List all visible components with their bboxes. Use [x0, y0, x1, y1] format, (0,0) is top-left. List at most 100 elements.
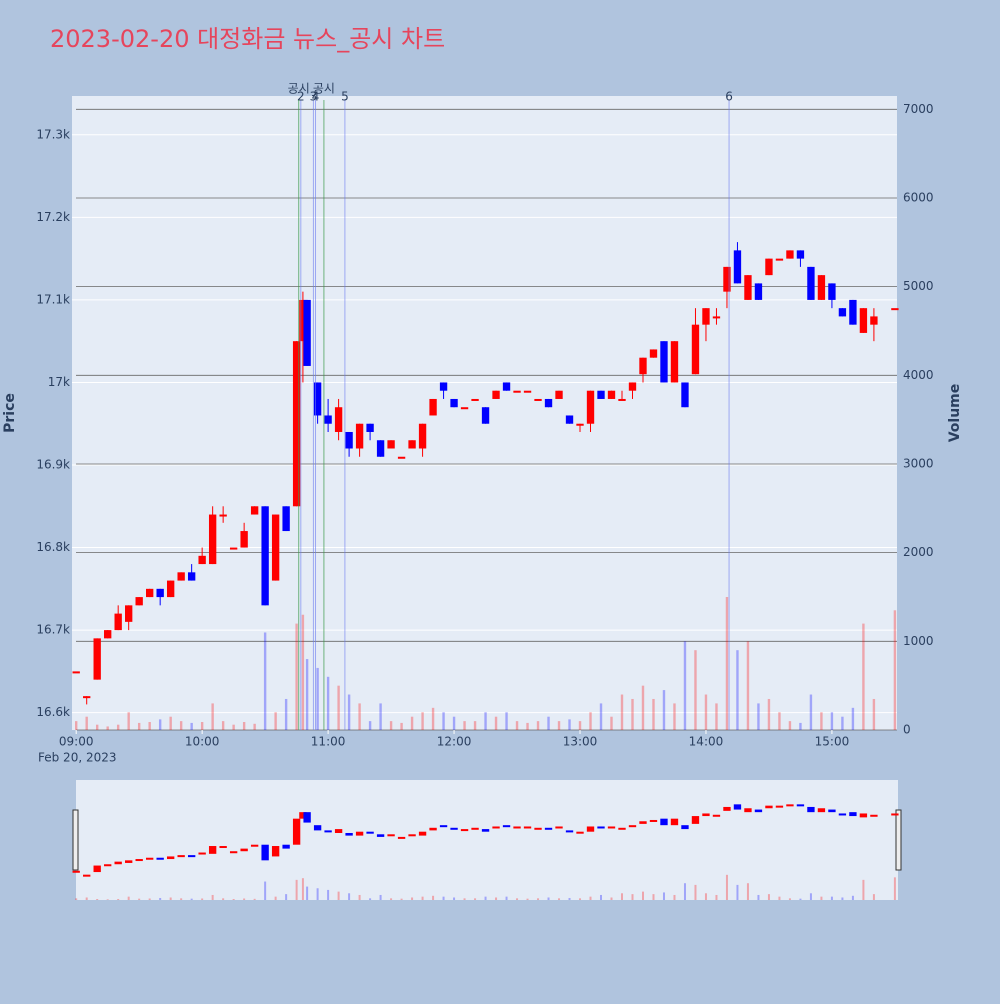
candle-body — [125, 605, 133, 622]
candle-body — [691, 324, 700, 375]
candle-body — [492, 390, 500, 399]
volume-bar — [326, 676, 330, 730]
mini-candle — [859, 813, 868, 818]
volume-bar — [295, 623, 298, 730]
candle-body — [807, 266, 815, 300]
candle-body — [723, 266, 731, 292]
y2-tick-label: 4000 — [903, 368, 934, 382]
mini-candle — [691, 816, 700, 824]
y-tick-label: 17k — [48, 375, 70, 389]
mini-candle — [240, 848, 248, 852]
mini-volume-bar — [106, 899, 109, 900]
candle-body — [838, 308, 847, 317]
volume-bar — [484, 712, 487, 730]
mini-candle — [565, 830, 574, 833]
volume-bar — [106, 726, 109, 730]
mini-candle — [177, 855, 185, 858]
mini-volume-bar — [295, 879, 298, 900]
volume-bar — [683, 641, 687, 730]
range-handle[interactable] — [72, 809, 79, 871]
mini-volume-bar — [600, 894, 603, 900]
y2-tick-label: 6000 — [903, 190, 934, 204]
y-tick-label: 16.8k — [36, 540, 70, 554]
candle-body — [607, 390, 616, 399]
volume-bar — [253, 723, 256, 730]
mini-candle — [72, 870, 80, 873]
mini-volume-bar — [526, 898, 529, 900]
mini-candle — [670, 818, 679, 826]
volume-bar — [148, 722, 151, 730]
mini-volume-bar — [872, 894, 875, 900]
mini-candle — [324, 830, 332, 833]
volume-bar — [620, 694, 624, 730]
mini-candle — [492, 826, 500, 829]
volume-bar — [494, 716, 498, 730]
mini-candle — [891, 813, 899, 816]
x-tick-label: 09:00 — [59, 735, 94, 749]
volume-bar — [337, 685, 340, 730]
volume-bar — [242, 722, 246, 730]
volume-bar — [305, 659, 309, 730]
y2-tick-label: 1000 — [903, 634, 934, 648]
candle-body — [639, 357, 647, 375]
mini-candle — [166, 856, 175, 860]
candle-body — [681, 382, 689, 408]
mini-candle — [618, 827, 626, 830]
mini-volume-bar — [579, 898, 582, 900]
disclosure-label: 공시 — [288, 82, 310, 96]
mini-candle — [660, 818, 668, 826]
mini-volume-bar — [495, 897, 498, 900]
mini-volume-bar — [683, 883, 686, 900]
mini-candle — [712, 814, 721, 817]
candle-body — [397, 456, 406, 459]
mini-candle — [282, 844, 290, 849]
volume-bar — [799, 722, 802, 730]
candle-body — [93, 638, 101, 680]
mini-volume-bar — [862, 879, 865, 900]
mini-candle — [292, 818, 301, 845]
candle-body — [345, 431, 353, 449]
volume-bar — [830, 712, 834, 730]
y2-tick-label: 3000 — [903, 456, 934, 470]
volume-bar — [715, 703, 718, 730]
volume-bar — [137, 722, 141, 730]
mini-candle — [576, 831, 584, 834]
mini-candle — [261, 844, 269, 861]
mini-volume-bar — [673, 894, 676, 900]
range-handle[interactable] — [895, 809, 902, 871]
mini-candle — [870, 814, 878, 817]
y-tick-label: 16.7k — [36, 623, 70, 637]
candle-body — [408, 440, 416, 449]
volume-bar — [221, 721, 225, 730]
mini-volume-bar — [746, 883, 749, 900]
mini-volume-bar — [809, 893, 812, 900]
mini-candle — [681, 825, 689, 830]
mini-volume-bar — [725, 874, 728, 900]
y-tick-label: 17.2k — [36, 210, 70, 224]
mini-candle — [376, 834, 385, 837]
mini-volume-bar — [358, 894, 361, 900]
candle-body — [712, 316, 721, 319]
volume-bar — [95, 724, 99, 730]
volume-bar — [358, 703, 361, 730]
volume-bar — [347, 694, 351, 730]
mini-candle — [460, 829, 469, 832]
mini-volume-bar — [348, 893, 351, 900]
candle-body — [250, 506, 259, 515]
mini-candle — [387, 834, 395, 837]
volume-bar — [316, 667, 319, 730]
volume-bar — [158, 719, 162, 730]
candle-body — [555, 390, 563, 399]
mini-volume-bar — [893, 877, 896, 900]
candle-body — [156, 588, 164, 598]
mini-candle — [145, 857, 154, 860]
mini-volume-bar — [631, 894, 634, 900]
mini-volume-bar — [558, 898, 561, 900]
mini-volume-bar — [694, 884, 697, 900]
news-label: 4 — [312, 90, 320, 104]
mini-volume-bar — [85, 897, 88, 900]
y2-tick-label: 0 — [903, 723, 911, 737]
candle-body — [481, 407, 490, 424]
mini-candle — [219, 846, 227, 849]
volume-bar — [368, 721, 372, 730]
